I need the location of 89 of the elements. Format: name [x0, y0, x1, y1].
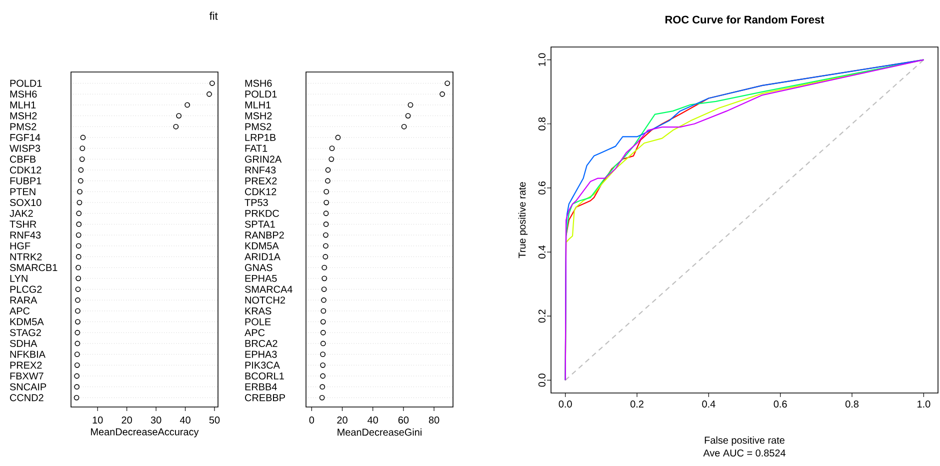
y-tick-label: MLH1	[10, 102, 36, 108]
x-tick-label: 0.4	[702, 400, 716, 408]
y-tick-label: CREBBP	[245, 394, 285, 402]
x-tick-label: 30	[150, 416, 162, 424]
y-tick-label: POLE	[245, 318, 271, 326]
y-tick-label: 0.2	[538, 310, 546, 323]
x-axis-title: MeanDecreaseGini	[338, 428, 422, 436]
x-tick-label: 0.6	[774, 400, 787, 408]
x-tick-label: 60	[398, 416, 409, 424]
y-tick-label: GRIN2A	[245, 156, 282, 163]
y-tick-label: POLD1	[10, 80, 42, 87]
y-tick-label: MSH6	[10, 90, 37, 98]
y-tick-label: PIK3CA	[245, 362, 280, 369]
y-tick-label: FBXW7	[10, 372, 44, 380]
y-tick-label: NFKBIA	[10, 350, 46, 358]
y-tick-label: STAG2	[10, 329, 41, 336]
y-tick-label: RNF43	[10, 232, 41, 239]
y-tick-label: PMS2	[245, 123, 272, 130]
x-tick-label: 10	[92, 416, 103, 424]
y-tick-label: 0.8	[538, 117, 546, 130]
y-tick-label: PTEN	[10, 188, 36, 196]
y-tick-label: PLCG2	[10, 286, 42, 293]
x-tick-label: 1.0	[918, 400, 930, 408]
y-tick-label: TP53	[244, 199, 268, 206]
y-tick-label: GNAS	[245, 264, 272, 272]
y-tick-label: WISP3	[10, 144, 40, 152]
x-tick-label: 80	[428, 416, 440, 424]
y-tick-label: FGF14	[10, 134, 40, 142]
y-tick-label: NOTCH2	[245, 296, 285, 304]
x-tick-label: 0.8	[845, 400, 859, 408]
y-tick-label: BCORL1	[245, 372, 284, 380]
y-tick-label: 1.0	[538, 53, 546, 66]
y-tick-label: ARID1A	[244, 253, 280, 260]
y-tick-label: SNCAIP	[10, 383, 46, 390]
x-tick-label: 20	[337, 416, 348, 424]
y-tick-label: PREX2	[10, 362, 42, 369]
x-axis-title: MeanDecreaseAccuracy	[91, 428, 199, 438]
y-tick-label: KRAS	[245, 307, 272, 314]
y-tick-label: JAK2	[10, 210, 33, 217]
y-tick-label: TSHR	[10, 220, 36, 228]
y-tick-label: ERBB4	[245, 383, 277, 390]
y-tick-label: SOX10	[10, 199, 42, 206]
y-tick-label: BRCA2	[245, 340, 278, 347]
x-tick-label: 20	[122, 416, 132, 424]
y-tick-label: CDK12	[10, 166, 42, 174]
y-tick-label: LYN	[10, 274, 28, 282]
x-axis-title: False positive rate	[704, 436, 784, 446]
y-tick-label: KDM5A	[245, 242, 279, 250]
y-tick-label: MSH2	[245, 112, 272, 120]
y-tick-label: PRKDC	[245, 210, 280, 217]
y-tick-label: KDM5A	[10, 318, 44, 326]
y-tick-label: RARA	[10, 296, 38, 304]
x-tick-label: 50	[209, 416, 220, 424]
y-tick-label: SPTA1	[244, 220, 275, 228]
y-tick-label: 0.0	[538, 374, 546, 387]
y-tick-label: EPHA5	[245, 274, 277, 282]
x-tick-label: 0	[309, 416, 314, 424]
y-tick-label: SDHA	[10, 340, 38, 347]
y-tick-label: LRP1B	[245, 134, 276, 141]
y-tick-label: RNF43	[245, 166, 276, 174]
y-tick-label: EPHA3	[245, 350, 277, 358]
y-tick-label: CDK12	[245, 188, 276, 196]
y-tick-label: 0.4	[538, 245, 546, 259]
y-tick-label: APC	[10, 307, 30, 314]
y-tick-label: SMARCA4	[244, 286, 292, 293]
y-tick-label: APC	[244, 329, 265, 336]
x-tick-label: 0.2	[630, 400, 644, 408]
y-tick-label: CCND2	[10, 394, 44, 402]
x-tick-label: 0.0	[558, 400, 572, 408]
x-tick-label: 40	[180, 416, 190, 424]
y-tick-label: POLD1	[245, 90, 277, 98]
y-axis-title: True positive rate	[518, 182, 528, 258]
y-tick-label: MSH2	[10, 112, 37, 120]
y-tick-label: MSH6	[245, 80, 272, 87]
y-tick-label: PREX2	[245, 177, 277, 184]
y-tick-label: HGF	[10, 242, 30, 250]
y-tick-label: 0.6	[538, 181, 546, 194]
y-tick-label: CBFB	[10, 156, 36, 163]
y-tick-label: RANBP2	[245, 232, 284, 239]
chart-title: ROC Curve for Random Forest	[665, 15, 824, 24]
y-tick-label: NTRK2	[10, 253, 42, 260]
y-tick-label: MLH1	[245, 102, 271, 108]
x-tick-label: 40	[368, 416, 378, 424]
y-tick-label: PMS2	[10, 123, 36, 130]
y-tick-label: FUBP1	[10, 177, 42, 184]
y-tick-label: FAT1	[245, 144, 268, 152]
chart-title: fit	[209, 12, 218, 20]
y-tick-label: SMARCB1	[10, 264, 58, 272]
text: Ave AUC = 0.8524	[703, 449, 786, 457]
